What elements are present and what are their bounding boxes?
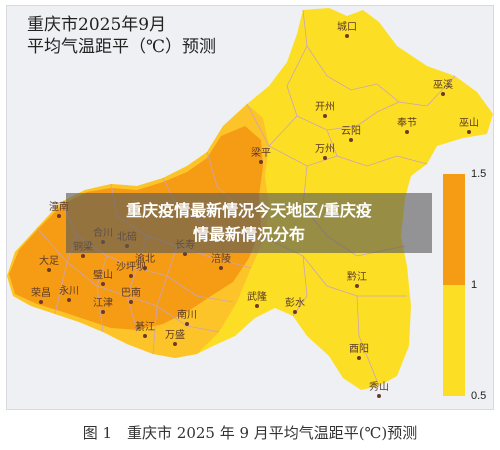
city-label: 渝北 bbox=[135, 254, 155, 265]
city-label: 荣昌 bbox=[31, 288, 51, 299]
city-label: 酉阳 bbox=[349, 344, 369, 355]
city-marker bbox=[259, 160, 263, 164]
city-label: 璧山 bbox=[93, 270, 113, 281]
city-marker bbox=[467, 130, 471, 134]
legend-tick-mid: 1 bbox=[471, 279, 478, 291]
city-marker bbox=[441, 92, 445, 96]
city-label: 江津 bbox=[93, 298, 113, 309]
city-marker bbox=[47, 268, 51, 272]
city-label: 涪陵 bbox=[211, 254, 231, 265]
city-label: 彭水 bbox=[285, 298, 305, 309]
city-marker bbox=[377, 394, 381, 398]
city-marker bbox=[323, 114, 327, 118]
city-label: 梁平 bbox=[251, 148, 271, 159]
city-marker bbox=[57, 214, 61, 218]
map-title: 重庆市2025年9月 平均气温距平（℃）预测 bbox=[27, 14, 216, 58]
city-marker bbox=[183, 252, 187, 256]
city-label: 綦江 bbox=[135, 322, 155, 333]
city-marker bbox=[143, 334, 147, 338]
city-label: 城口 bbox=[337, 22, 357, 33]
city-marker bbox=[129, 274, 133, 278]
city-label: 开州 bbox=[315, 102, 335, 113]
city-marker bbox=[345, 34, 349, 38]
legend-tick-top: 1.5 bbox=[471, 168, 487, 180]
map-title-line2: 平均气温距平（℃）预测 bbox=[27, 37, 217, 57]
headline-overlay: 重庆疫情最新情况今天地区/重庆疫 情最新情况分布 bbox=[66, 193, 432, 253]
city-label: 大足 bbox=[39, 256, 59, 267]
city-marker bbox=[185, 322, 189, 326]
map-title-line1: 重庆市2025年9月 bbox=[27, 15, 167, 35]
legend-band-high bbox=[443, 174, 465, 285]
city-marker bbox=[323, 156, 327, 160]
city-marker bbox=[405, 130, 409, 134]
city-label: 沙坪坝 bbox=[116, 262, 146, 273]
figure-caption: 图 1 重庆市 2025 年 9 月平均气温距平(℃)预测 bbox=[82, 424, 418, 442]
city-marker bbox=[39, 300, 43, 304]
city-label: 云阳 bbox=[341, 126, 361, 137]
city-marker bbox=[255, 304, 259, 308]
city-label: 万盛 bbox=[165, 330, 185, 341]
city-marker bbox=[143, 266, 147, 270]
city-marker bbox=[81, 254, 85, 258]
city-marker bbox=[357, 356, 361, 360]
legend-tick-bottom: 0.5 bbox=[471, 390, 487, 402]
city-marker bbox=[355, 284, 359, 288]
city-marker bbox=[349, 138, 353, 142]
headline-line1: 重庆疫情最新情况今天地区/重庆疫 bbox=[126, 201, 372, 220]
city-label: 巴南 bbox=[121, 288, 141, 299]
city-marker bbox=[101, 282, 105, 286]
city-marker bbox=[67, 298, 71, 302]
legend-band-low bbox=[443, 285, 465, 396]
city-label: 奉节 bbox=[397, 118, 417, 129]
city-marker bbox=[173, 342, 177, 346]
city-marker bbox=[293, 310, 297, 314]
city-label: 巫山 bbox=[459, 118, 479, 129]
city-label: 巫溪 bbox=[433, 80, 453, 91]
headline-line2: 情最新情况分布 bbox=[192, 225, 305, 244]
city-label: 南川 bbox=[177, 310, 197, 321]
legend: 1.5 1 0.5 bbox=[443, 168, 486, 402]
city-label: 武隆 bbox=[247, 292, 267, 303]
city-label: 秀山 bbox=[369, 382, 389, 393]
city-marker bbox=[129, 300, 133, 304]
city-label: 万州 bbox=[315, 144, 335, 155]
city-marker bbox=[101, 310, 105, 314]
city-label: 黔江 bbox=[347, 272, 367, 283]
city-label: 潼南 bbox=[49, 202, 69, 213]
city-marker bbox=[219, 266, 223, 270]
city-label: 永川 bbox=[59, 286, 79, 297]
